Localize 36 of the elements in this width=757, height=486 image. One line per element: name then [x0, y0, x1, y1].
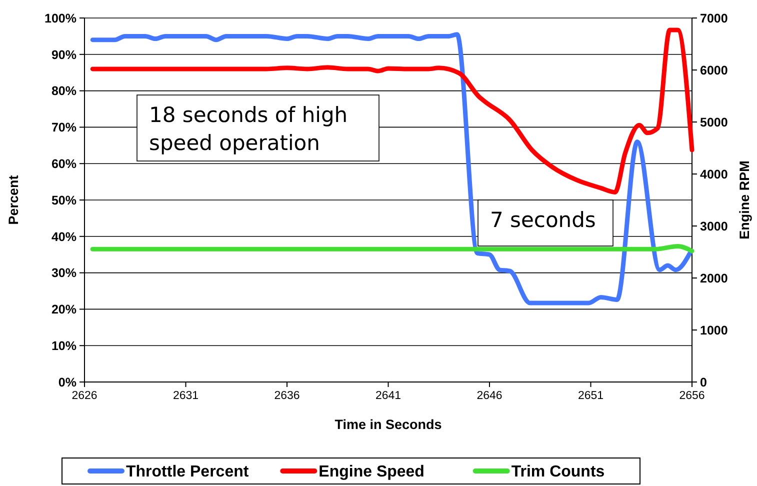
y2-tick-label: 6000 [700, 63, 728, 78]
y-tick-label: 100% [44, 11, 76, 26]
y-tick-label: 20% [51, 302, 76, 317]
y-tick-label: 60% [51, 156, 76, 171]
y-tick-label: 30% [51, 266, 76, 280]
y-tick-label: 90% [51, 48, 76, 62]
annotation: 18 seconds of high speed operation [149, 103, 348, 155]
y2-tick-label: 0 [700, 375, 707, 390]
legend-label: Trim Counts [511, 464, 605, 481]
annotation: 7 seconds [490, 208, 596, 232]
y2-tick-label: 4000 [700, 167, 728, 182]
line-series [90, 32, 692, 306]
y-tick-label: 0% [58, 375, 76, 390]
y2-tick-label: 7000 [700, 11, 728, 26]
x-tick-label: 2626 [72, 390, 98, 402]
y-tick-label: 50% [51, 193, 76, 208]
legend-label: Engine Speed [318, 464, 424, 481]
y-tick-label: 80% [51, 84, 76, 98]
y2-tick-label: 5000 [700, 115, 728, 130]
line-series [90, 28, 694, 194]
x-tick-label: 2631 [172, 390, 199, 402]
x-tick-label: 2641 [375, 390, 402, 402]
legend-label: Throttle Percent [126, 464, 250, 481]
y-tick-label: 70% [51, 120, 76, 135]
x-tick-label: 2656 [679, 390, 705, 402]
y-tick-label: 10% [51, 338, 76, 353]
y2-tick-label: 1000 [700, 323, 728, 338]
x-tick-label: 2636 [274, 390, 300, 402]
y2-tick-label: 3000 [700, 219, 728, 234]
x-tick-label: 2646 [476, 390, 502, 402]
y-axis-title: Percent [6, 174, 21, 225]
y2-tick-label: 2000 [700, 271, 728, 286]
y-tick-label: 40% [51, 230, 76, 244]
x-tick-label: 2651 [578, 390, 604, 402]
x-axis-title: Time in Seconds [334, 417, 442, 432]
y2-axis-title: Engine RPM [737, 160, 752, 240]
